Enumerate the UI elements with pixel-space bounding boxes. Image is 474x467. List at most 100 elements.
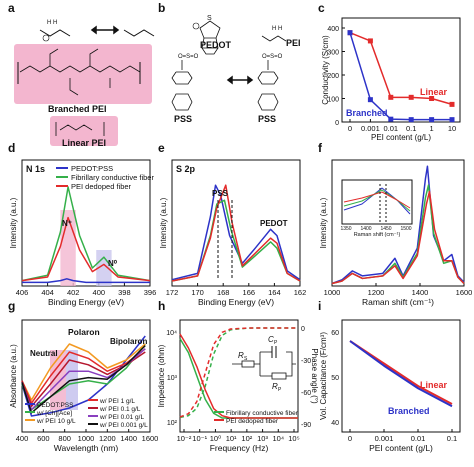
panel-h-impedance — [179, 333, 298, 419]
panel-d-x-tick-label: 402 — [67, 288, 80, 297]
panel-letter-d: d — [8, 141, 15, 155]
capacitor-icon — [271, 346, 277, 358]
panel-letter-c: c — [318, 1, 325, 15]
panel-i-legend-linear: Linear — [420, 380, 448, 390]
panel-g-legend-4: w/ PEI 0.1 g/L — [99, 406, 141, 413]
resistor-rs-icon — [241, 360, 255, 368]
panel-e-x-tick-label: 172 — [166, 288, 179, 297]
amine-structure — [123, 29, 155, 37]
panel-g-series — [21, 343, 146, 401]
panel-h-x-tick-label: 10⁰ — [210, 434, 221, 443]
panel-h-x-tick-label: 10² — [241, 434, 252, 443]
panel-h-ytick-right-label: -90 — [301, 422, 311, 429]
panel-e-x-tick-label: 162 — [294, 288, 307, 297]
panel-d-band — [96, 250, 112, 286]
panel-c-x-tick-label: 1 — [430, 124, 434, 133]
panel-e-annotation-pss: PSS — [212, 189, 229, 198]
panel-g-legend-0: PEDOT:PSS — [37, 402, 74, 409]
panel-d-ylabel: Intensity (a.u.) — [9, 197, 18, 248]
panel-c-ytick-label: 100 — [327, 97, 339, 104]
panel-c-ytick-label: 200 — [327, 73, 339, 80]
panel-h-ytick-label: 10² — [167, 420, 178, 427]
panel-i-x-tick-label: 0.001 — [375, 434, 394, 443]
panel-g-annotation-bipolaron: Bipolaron — [110, 337, 147, 346]
plus-charge-icon — [192, 22, 200, 30]
panel-f-x-tick-label: 1000 — [324, 288, 341, 297]
resistor-rp-icon — [271, 372, 287, 380]
panel-h-x-tick-label: 10⁻² — [177, 434, 192, 443]
panel-g-series — [21, 345, 146, 414]
circuit-rs-sub: S — [244, 356, 248, 362]
panel-c-xlabel: PEI content (g/L) — [371, 133, 431, 142]
panel-d-legend-1: Fibrillary conductive fiber — [71, 173, 154, 182]
panel-g-legend-3: w/ PEI 1 g/L — [99, 398, 135, 405]
panel-e-x-tick-label: 166 — [243, 288, 256, 297]
panel-f-inset-tick: 1450 — [380, 226, 391, 232]
panel-c-x-tick-label: 0.001 — [361, 124, 380, 133]
panel-e-ylabel: Intensity (a.u.) — [159, 197, 168, 248]
linear-pei-box — [50, 116, 118, 146]
circuit-rs-label: R — [238, 351, 244, 360]
panel-i-xlabel: PEI content (g/L) — [369, 443, 433, 453]
circuit-cp-label: C — [268, 335, 274, 344]
panel-h-legend-0: Fibrillary conductive fiber — [226, 410, 299, 417]
panel-h-x-tick-label: 10³ — [257, 434, 268, 443]
panel-f-xlabel: Raman shift (cm⁻¹) — [362, 297, 434, 307]
panel-i-series-linear — [349, 340, 453, 405]
panel-c-marker — [449, 117, 455, 123]
panel-d-x-tick-label: 406 — [16, 288, 29, 297]
panel-f-inset-xlabel: Raman shift (cm⁻¹) — [354, 232, 401, 238]
panel-h-x-tick-label: 10⁻¹ — [192, 434, 207, 443]
panel-g-x-tick-label: 1600 — [142, 434, 159, 443]
ammonium-h: H H — [47, 20, 57, 26]
panel-c-marker — [347, 30, 353, 36]
polymer-brackets — [17, 62, 141, 84]
circuit-wires — [232, 351, 296, 377]
panel-c-marker — [408, 94, 414, 100]
double-arrow-icon — [90, 25, 120, 35]
panel-c-ytick-label: 400 — [327, 26, 339, 33]
pss-right-structure — [257, 60, 279, 85]
panel-c-marker — [408, 117, 414, 123]
panel-g-legend-2: w/ PEI 10 g/L — [36, 418, 76, 425]
panel-c-marker — [429, 96, 435, 101]
panel-g-annotation-neutral: Neutral — [30, 349, 58, 358]
panel-d-annotation-nplus: N⁺ — [62, 219, 72, 228]
panel-g-legend-6: w/ PEI 0.001 g/L — [99, 422, 148, 429]
panel-e-frame — [171, 159, 301, 287]
panel-h-phase — [179, 327, 299, 419]
panel-e-xlabel: Binding Energy (eV) — [198, 297, 274, 307]
panel-i-x-tick-label: 0 — [348, 434, 352, 443]
panel-f-inset-tick: 1500 — [400, 226, 411, 232]
panel-letter-g: g — [8, 299, 15, 313]
panel-h-ylabel: Impedance (ohm) — [157, 344, 166, 407]
panel-i-ylabel: Vol. Capacitance (F/cm³) — [319, 332, 328, 420]
panel-f-ylabel: Intensity (a.u.) — [319, 197, 328, 248]
panel-h-frame — [179, 319, 299, 433]
panel-g-x-tick-label: 1200 — [99, 434, 116, 443]
panel-g-legend-5: w/ PEI 0.01 g/L — [99, 414, 144, 421]
panel-f-inset-series — [343, 189, 411, 212]
panel-d-annotation-n0: N⁰ — [108, 259, 118, 268]
pedot-label: PEDOT — [200, 40, 232, 50]
panel-i-legend-branched: Branched — [388, 406, 430, 416]
panel-c-ytick-label: 0 — [335, 120, 339, 127]
panel-d-legend-2: PEI dedoped fiber — [71, 182, 132, 191]
branched-pei-branches — [49, 48, 111, 96]
panel-d-title: N 1s — [26, 164, 45, 174]
panel-h-x-tick-label: 10¹ — [226, 434, 237, 443]
panel-f-inset-series — [343, 191, 411, 209]
panel-e-title: S 2p — [176, 164, 196, 174]
panel-g-x-tick-label: 1000 — [78, 434, 95, 443]
panel-c-marker — [449, 101, 455, 107]
panel-i-frame — [341, 319, 461, 433]
panel-h-x-tick-label: 10⁵ — [288, 434, 299, 443]
panel-g-x-tick-label: 1400 — [120, 434, 137, 443]
panel-g-xlabel: Wavelength (nm) — [54, 443, 119, 453]
panel-h-ytick-label: 10³ — [167, 375, 178, 382]
panel-d-series — [21, 216, 151, 282]
benzene-ring-left — [171, 93, 193, 111]
panel-f-inset-series — [343, 187, 411, 215]
